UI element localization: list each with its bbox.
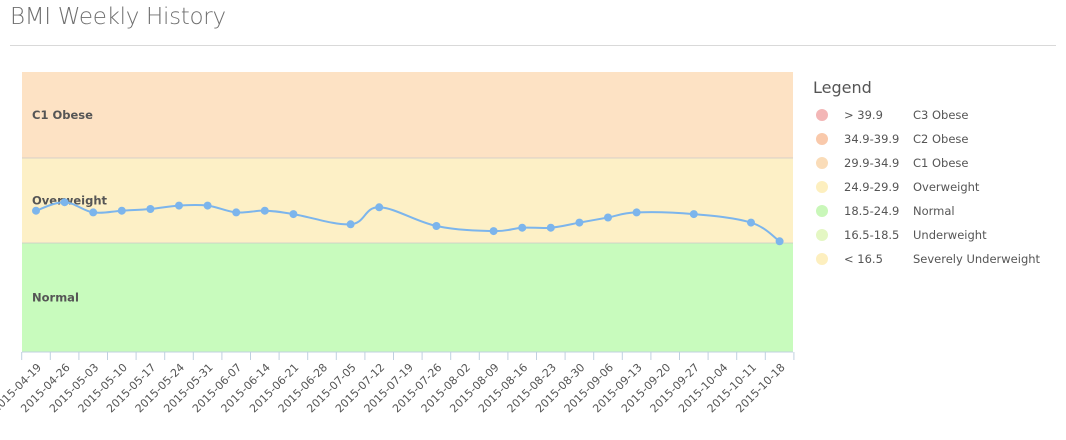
legend-label: C3 Obese [913,108,969,122]
band-label: Normal [32,291,79,305]
data-point[interactable] [632,208,641,217]
legend-range: 24.9-29.9 [844,180,900,194]
legend-label: C1 Obese [913,156,969,170]
legend-swatch [816,253,828,265]
legend-range: < 16.5 [844,252,883,266]
data-point[interactable] [432,222,441,230]
data-point[interactable] [203,201,212,210]
data-point[interactable] [489,227,498,236]
legend-item: 34.9-39.9 C2 Obese [813,127,969,151]
series-layer [32,198,784,246]
data-point[interactable] [346,220,355,229]
data-point[interactable] [575,218,584,227]
data-point[interactable] [60,198,69,207]
data-point[interactable] [775,237,784,246]
band-c1-obese [22,72,793,158]
data-point[interactable] [260,206,269,215]
band-label: C1 Obese [32,108,93,122]
band-normal [22,243,793,352]
band-overweight [22,158,793,243]
legend-swatch [816,109,828,121]
legend-swatch [816,229,828,241]
legend-item: < 16.5 Severely Underweight [813,247,1040,271]
legend-item: 16.5-18.5 Underweight [813,223,987,247]
data-point[interactable] [289,210,298,219]
data-point[interactable] [232,208,241,217]
data-point[interactable] [117,206,126,215]
data-point[interactable] [546,223,555,232]
legend-label: Underweight [913,228,987,242]
legend-range: 16.5-18.5 [844,228,900,242]
data-point[interactable] [146,205,155,213]
data-point[interactable] [89,208,98,217]
legend-label: Severely Underweight [913,252,1041,266]
legend-label: Normal [913,204,955,218]
legend-swatch [816,205,828,217]
series-line [35,201,781,243]
legend-item: 18.5-24.9 Normal [813,199,955,223]
legend-item: > 39.9 C3 Obese [813,103,969,127]
x-axis: 2015-04-192015-04-262015-05-032015-05-10… [0,351,795,415]
legend-label: Overweight [913,180,980,194]
legend-range: 29.9-34.9 [844,156,900,170]
legend-range: > 39.9 [844,108,883,122]
data-point[interactable] [518,223,527,232]
legend-item: 24.9-29.9 Overweight [813,175,979,199]
title-divider [10,45,1056,46]
legend-swatch [816,181,828,193]
legend-item: 29.9-34.9 C1 Obese [813,151,969,175]
bands-layer: C1 Obese Overweight Normal [22,72,793,352]
legend-range: 34.9-39.9 [844,132,900,146]
legend: Legend > 39.9 C3 Obese 34.9-39.9 C2 Obese 29… [813,78,1040,271]
legend-label: C2 Obese [913,132,969,146]
data-point[interactable] [747,218,755,227]
bmi-chart: C1 Obese Overweight Normal 2015-04-192015-… [0,72,795,415]
data-point[interactable] [375,203,384,212]
legend-items: > 39.9 C3 Obese 34.9-39.9 C2 Obese 29.9-34.9… [813,103,1040,271]
data-point[interactable] [175,201,183,210]
legend-range: 18.5-24.9 [844,204,900,218]
data-point[interactable] [689,210,698,219]
page-title: BMI Weekly History [10,4,226,30]
legend-title: Legend [813,78,872,97]
data-point[interactable] [604,213,612,222]
band-label: Overweight [32,194,108,208]
legend-swatch [816,133,828,145]
legend-swatch [816,157,828,169]
data-point[interactable] [32,206,40,215]
